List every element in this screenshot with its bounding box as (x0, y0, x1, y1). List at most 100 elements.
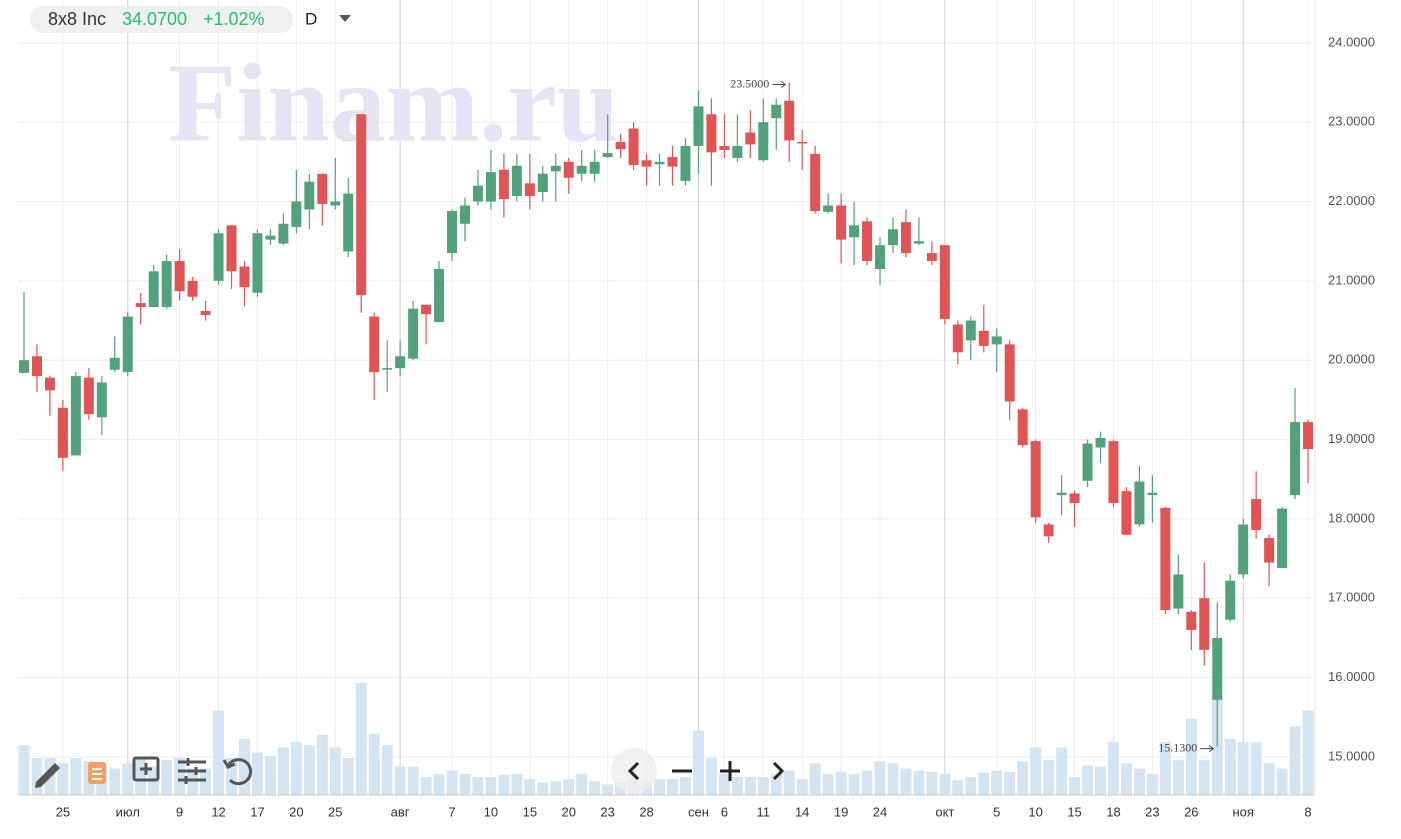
draw-tool[interactable] (35, 763, 60, 788)
nav-bg (611, 748, 657, 794)
x-tick-label: ноя (1232, 804, 1253, 819)
reset-tool[interactable] (226, 758, 253, 786)
candle-body (563, 161, 574, 178)
volume-bar (342, 757, 354, 795)
candle-body (836, 205, 847, 240)
volume-bar (200, 768, 212, 795)
zoom-in[interactable] (720, 761, 740, 781)
x-tick-label: 6 (721, 804, 728, 819)
candle-body (1238, 524, 1249, 575)
candle-body (304, 181, 315, 210)
x-tick-label: 14 (795, 804, 809, 819)
candle-body (395, 356, 406, 369)
candle-body (797, 142, 808, 144)
candle-body (550, 165, 561, 172)
x-tick-label: 15 (523, 804, 537, 819)
x-tick-label: 23 (600, 804, 614, 819)
settings-tool[interactable] (178, 758, 206, 784)
candle-body (1069, 493, 1080, 504)
candle-body (719, 145, 730, 150)
candle-body (1147, 492, 1158, 496)
header-pill[interactable] (30, 6, 293, 33)
scroll-left[interactable] (627, 761, 640, 781)
volume-bar (718, 773, 730, 795)
volume-bar (1276, 768, 1288, 795)
scroll-right[interactable] (772, 761, 785, 781)
y-tick-label: 19.0000 (1328, 431, 1375, 446)
candle-body (1108, 441, 1119, 504)
volume-bar (952, 780, 964, 795)
x-tick-label: 20 (562, 804, 576, 819)
candle-body (1056, 492, 1067, 496)
candle-body (226, 225, 237, 272)
volume-bar (1224, 738, 1236, 795)
volume-bar (1095, 766, 1107, 795)
candle-body (926, 253, 937, 262)
y-tick-label: 21.0000 (1328, 272, 1375, 287)
y-tick-label: 16.0000 (1328, 669, 1375, 684)
volume-bar (991, 770, 1003, 795)
candle-body (434, 268, 445, 323)
volume-bar (1043, 760, 1055, 795)
y-tick-label: 22.0000 (1328, 193, 1375, 208)
volume-bar (1146, 773, 1158, 795)
volume-bar (394, 766, 406, 795)
candle-body (44, 377, 55, 391)
candle-body (887, 229, 898, 246)
x-tick-label: 10 (484, 804, 498, 819)
x-tick-label: сен (688, 804, 709, 819)
volume-bar (251, 752, 263, 795)
add-tool[interactable] (132, 756, 160, 782)
volume-bar (31, 757, 43, 795)
y-tick-label: 17.0000 (1328, 590, 1375, 605)
toolbar (35, 756, 253, 788)
candle-body (628, 128, 639, 166)
interval-dropdown[interactable] (339, 15, 351, 22)
volume-bar (368, 733, 380, 795)
candle-body (1095, 437, 1106, 448)
volume-bar (1004, 771, 1016, 795)
add-plus (140, 763, 152, 775)
volume-bar (692, 730, 704, 795)
ticker[interactable]: 8x8 Inc (48, 9, 106, 29)
interval[interactable]: D (305, 9, 317, 28)
volume-bar (1185, 718, 1197, 795)
candle-body (200, 311, 211, 315)
candle-body (1251, 499, 1262, 530)
volume-bar (420, 777, 432, 795)
candle-body (1303, 422, 1314, 450)
candle-body (356, 114, 367, 296)
volume-bar (277, 747, 289, 795)
candle-body (330, 201, 341, 206)
volume-bar (589, 781, 601, 795)
candle-body (1225, 580, 1236, 620)
volume-bar (238, 738, 250, 795)
candle-body (849, 225, 860, 238)
candle-body (57, 407, 68, 458)
candle-body (667, 157, 678, 167)
volume-bar (563, 779, 575, 795)
volume-bar (602, 784, 614, 795)
volume-bar (57, 763, 69, 795)
candle-body (1264, 537, 1275, 563)
candle-body (771, 104, 782, 119)
candle-body (537, 173, 548, 193)
x-tick-label: 12 (211, 804, 225, 819)
price: 34.0700 (122, 9, 187, 29)
candle-body (952, 324, 963, 353)
volume-bar (511, 773, 523, 795)
volume-bar (1133, 768, 1145, 795)
candle-body (1082, 443, 1093, 481)
candle-body (343, 193, 354, 252)
candle-body (96, 382, 107, 418)
x-tick-label: июл (116, 804, 140, 819)
candle-body (291, 201, 302, 227)
candle-body (382, 368, 393, 370)
candle-body (641, 160, 652, 167)
candle-body (1160, 507, 1171, 611)
candle-body (109, 357, 120, 370)
volume-bar (1250, 742, 1262, 795)
volume-bar (913, 770, 925, 795)
x-tick-label: 19 (834, 804, 848, 819)
